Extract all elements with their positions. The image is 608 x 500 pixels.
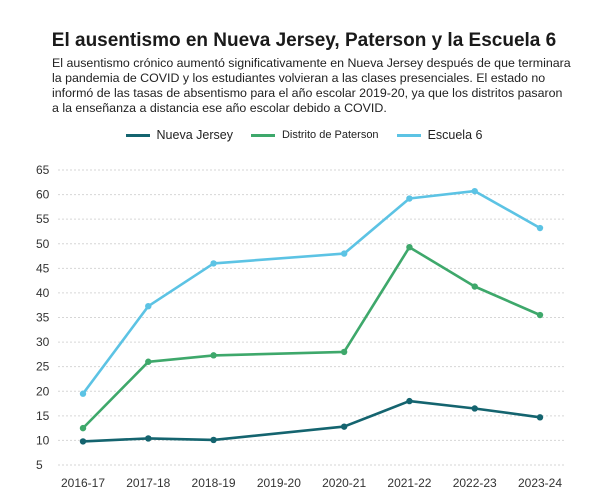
data-point-distrito-de-paterson (471, 283, 478, 290)
x-tick-label: 2022-23 (453, 476, 497, 490)
y-tick-label: 40 (36, 286, 50, 300)
data-point-nueva-jersey (79, 438, 87, 445)
y-tick-label: 15 (36, 409, 50, 423)
data-point-escuela-6 (406, 195, 413, 202)
y-tick-label: 10 (36, 433, 50, 447)
data-point-distrito-de-paterson (340, 348, 348, 356)
y-tick-label: 55 (36, 212, 50, 226)
data-point-escuela-6 (145, 302, 152, 310)
legend: Nueva Jersey Distrito de Paterson Escuel… (0, 128, 608, 142)
y-tick-label: 50 (36, 237, 50, 251)
legend-item-paterson: Distrito de Paterson (250, 129, 379, 141)
data-point-distrito-de-paterson (79, 424, 87, 432)
y-tick-label: 25 (36, 360, 50, 374)
y-tick-label: 35 (36, 311, 50, 325)
data-point-nueva-jersey (210, 436, 217, 444)
data-point-distrito-de-paterson (406, 243, 413, 251)
x-tick-label: 2016-17 (61, 476, 105, 490)
x-tick-label: 2018-19 (192, 476, 236, 490)
data-point-nueva-jersey (406, 397, 413, 405)
legend-swatch-escuela-6 (396, 133, 421, 137)
legend-swatch-paterson (250, 133, 275, 137)
x-tick-label: 2019-20 (257, 476, 301, 490)
y-tick-label: 60 (36, 188, 50, 202)
data-point-escuela-6 (536, 224, 544, 232)
x-tick-label: 2020-21 (322, 476, 366, 490)
data-point-escuela-6 (79, 390, 87, 397)
data-point-escuela-6 (471, 187, 478, 195)
y-tick-label: 5 (36, 458, 43, 472)
legend-label-nueva-jersey: Nueva Jersey (156, 128, 233, 142)
data-point-escuela-6 (340, 250, 348, 257)
x-tick-label: 2017-18 (126, 476, 170, 490)
y-tick-label: 20 (36, 384, 50, 398)
data-point-distrito-de-paterson (210, 352, 217, 359)
series-line-escuela-6 (81, 189, 542, 395)
legend-label-paterson: Distrito de Paterson (281, 129, 379, 141)
chart-subtitle: El ausentismo crónico aumentó significat… (52, 56, 571, 115)
y-tick-label: 30 (36, 335, 50, 349)
data-point-escuela-6 (210, 260, 217, 267)
data-point-nueva-jersey (471, 405, 478, 412)
legend-item-nueva-jersey: Nueva Jersey (125, 128, 233, 142)
data-point-nueva-jersey (340, 423, 348, 430)
series-line-nueva-jersey (81, 399, 542, 443)
legend-item-escuela-6: Escuela 6 (396, 128, 483, 142)
series-line-distrito-de-paterson (81, 245, 542, 430)
legend-label-escuela-6: Escuela 6 (427, 128, 483, 142)
data-point-nueva-jersey (145, 435, 152, 442)
chart-title: El ausentismo en Nueva Jersey, Paterson … (51, 30, 557, 51)
data-point-distrito-de-paterson (536, 311, 544, 319)
data-point-distrito-de-paterson (145, 358, 152, 365)
y-tick-label: 65 (36, 163, 50, 177)
x-tick-label: 2021-22 (387, 476, 431, 490)
x-tick-label: 2023-24 (518, 476, 562, 490)
y-tick-label: 45 (36, 261, 50, 275)
legend-swatch-nueva-jersey (125, 133, 150, 137)
data-point-nueva-jersey (536, 414, 544, 421)
